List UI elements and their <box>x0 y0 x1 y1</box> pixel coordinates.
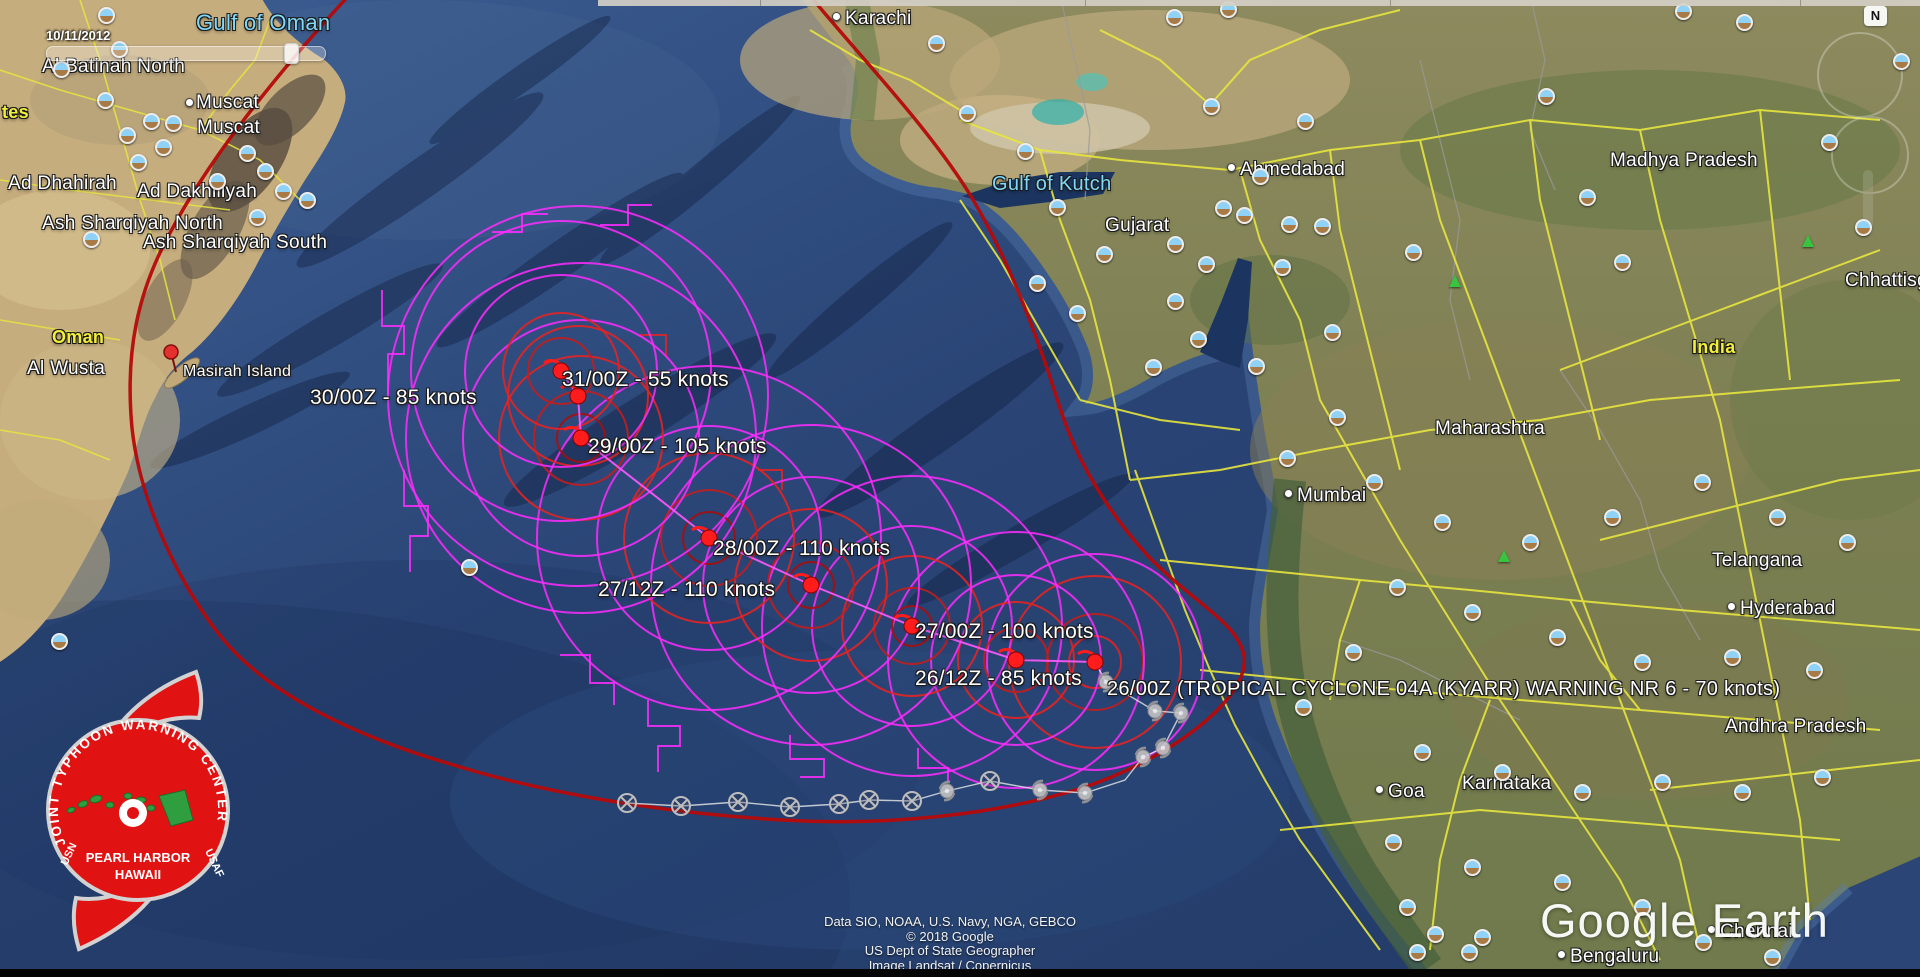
map-attribution: Data SIO, NOAA, U.S. Navy, NGA, GEBCO © … <box>824 914 1076 973</box>
jtwc-pearl-harbor: PEARL HARBOR <box>86 850 191 865</box>
time-slider[interactable]: 10/11/2012 <box>46 28 326 64</box>
forecast-point-icon <box>1077 650 1104 671</box>
road-network <box>809 9 1920 961</box>
past-storm-icon <box>1031 779 1049 801</box>
forecast-point-icon <box>894 614 921 635</box>
past-fix-icon <box>780 797 800 817</box>
past-storm-icon <box>1172 702 1190 724</box>
jtwc-hawaii: HAWAII <box>115 867 161 882</box>
placemark-pin[interactable] <box>163 344 179 373</box>
attribution-line: Image Landsat / Copernicus <box>868 957 1032 973</box>
attribution-line: Data SIO, NOAA, U.S. Navy, NGA, GEBCO <box>824 914 1076 929</box>
past-fix-icon <box>617 793 637 813</box>
forecast-point-icon <box>560 384 587 405</box>
forecast-point-icon <box>543 359 570 380</box>
past-fix-icon <box>671 796 691 816</box>
forecast-point-icon <box>691 526 718 547</box>
past-track <box>617 661 1190 817</box>
past-fix-icon <box>980 771 1000 791</box>
jtwc-logo: JOINT TYPHOON WARNING CENTER PEARL HARBO… <box>46 669 230 952</box>
attribution-line: © 2018 Google <box>906 928 994 944</box>
past-storm-icon <box>1076 782 1094 804</box>
masirah-island <box>164 357 200 389</box>
past-storm-icon <box>1097 671 1115 693</box>
time-slider-handle[interactable] <box>284 43 299 64</box>
forecast-point-icon <box>793 573 820 594</box>
past-storm-icon <box>1154 737 1172 759</box>
time-slider-bar[interactable] <box>46 43 326 64</box>
past-fix-icon <box>728 792 748 812</box>
past-storm-icon <box>1146 700 1164 722</box>
window-bottom-edge <box>0 969 1920 977</box>
past-storm-icon <box>938 780 956 802</box>
past-fix-icon <box>902 791 922 811</box>
warning-area-outline <box>128 0 1246 824</box>
window-top-edge <box>598 0 1920 6</box>
past-fix-icon <box>829 794 849 814</box>
jtwc-islands <box>66 789 194 827</box>
past-storm-icon <box>1134 746 1152 768</box>
attribution-line: US Dept of State Geographer <box>864 943 1036 958</box>
compass-north-indicator[interactable]: N <box>1864 6 1887 26</box>
time-slider-date: 10/11/2012 <box>46 28 111 43</box>
google-earth-logo: Google Earth <box>1540 894 1829 947</box>
forecast-position-dots <box>543 359 1104 671</box>
past-fix-icon <box>859 790 879 810</box>
forecast-point-icon <box>563 426 590 447</box>
forecast-point-icon <box>998 648 1025 669</box>
wind-radii-circles <box>387 205 1204 789</box>
